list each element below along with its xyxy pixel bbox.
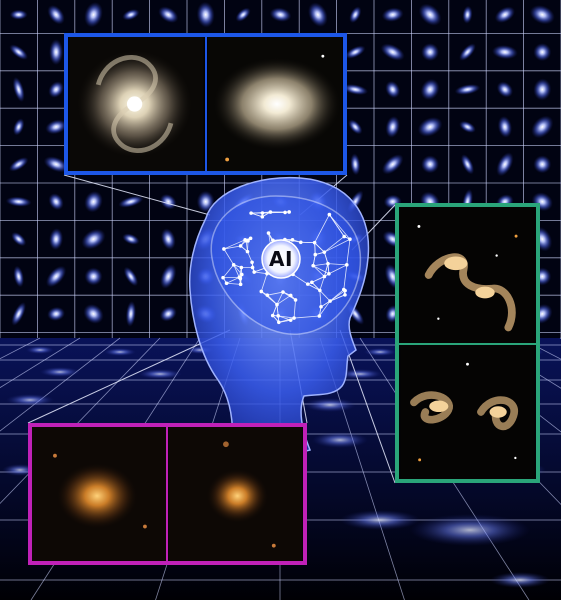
- galaxy-thumbnail: [158, 6, 179, 24]
- galaxy-thumbnail: [122, 233, 140, 245]
- galaxy-thumbnail: [496, 81, 514, 98]
- merging-galaxies-panel-top: [395, 203, 540, 345]
- galaxy-thumbnail: [160, 264, 177, 289]
- galaxy-thumbnail: [13, 265, 25, 288]
- galaxy-reflection: [304, 398, 356, 412]
- galaxy-reflection: [364, 348, 396, 356]
- galaxy-thumbnail: [420, 78, 440, 101]
- galaxy-thumbnail: [385, 80, 401, 99]
- elliptical-galaxy-panel: [205, 33, 347, 175]
- galaxy-thumbnail: [459, 43, 476, 61]
- galaxy-thumbnail: [494, 6, 515, 23]
- galaxy-thumbnail: [159, 306, 177, 322]
- galaxy-thumbnail: [43, 156, 69, 173]
- galaxy-thumbnail: [11, 302, 26, 326]
- galaxy-thumbnail: [47, 4, 65, 25]
- ai-badge: [261, 239, 301, 279]
- merging-galaxies-icon: [400, 345, 535, 479]
- galaxy-thumbnail: [533, 78, 552, 101]
- galaxy-reflection: [26, 346, 54, 354]
- galaxy-thumbnail: [49, 228, 64, 251]
- merging-galaxies-icon: [399, 207, 536, 343]
- galaxy-thumbnail: [533, 155, 552, 174]
- galaxy-thumbnail: [380, 43, 405, 61]
- galaxy-thumbnail: [350, 153, 361, 176]
- galaxy-thumbnail: [308, 2, 328, 28]
- galaxy-thumbnail: [11, 232, 27, 247]
- galaxy-thumbnail: [462, 5, 473, 24]
- galaxy-reflection: [338, 369, 382, 379]
- galaxy-thumbnail: [5, 196, 32, 207]
- galaxy-thumbnail: [48, 193, 64, 211]
- galaxy-thumbnail: [9, 157, 29, 172]
- galaxy-thumbnail: [417, 117, 443, 137]
- galaxy-thumbnail: [196, 1, 215, 28]
- galaxy-thumbnail: [491, 45, 518, 60]
- galaxy-thumbnail: [159, 193, 177, 210]
- galaxy-thumbnail: [348, 119, 363, 135]
- galaxy-thumbnail: [9, 9, 28, 20]
- galaxy-thumbnail: [460, 154, 475, 175]
- galaxy-thumbnail: [84, 1, 103, 28]
- galaxy-thumbnail: [269, 7, 292, 22]
- galaxy-thumbnail: [531, 115, 554, 139]
- ai-label: AI: [269, 247, 293, 271]
- red-elliptical-galaxy-icon: [168, 427, 303, 561]
- galaxy-thumbnail: [125, 300, 137, 327]
- galaxy-thumbnail: [496, 152, 514, 177]
- merging-galaxies-panel-bottom: [395, 343, 540, 483]
- galaxy-thumbnail: [349, 6, 362, 24]
- galaxy-thumbnail: [421, 155, 440, 174]
- galaxy-thumbnail: [84, 267, 103, 286]
- galaxy-reflection: [40, 367, 80, 377]
- red-galaxy-panel-left: [28, 423, 168, 565]
- galaxy-thumbnail: [123, 266, 139, 287]
- galaxy-thumbnail: [381, 154, 404, 175]
- red-galaxy-panel-right: [166, 423, 307, 565]
- galaxy-reflection: [410, 514, 530, 546]
- galaxy-thumbnail: [381, 7, 404, 22]
- galaxy-thumbnail: [12, 76, 25, 103]
- galaxy-thumbnail: [459, 120, 476, 133]
- galaxy-reflection: [104, 348, 136, 356]
- galaxy-thumbnail: [118, 195, 144, 208]
- galaxy-thumbnail: [49, 39, 64, 66]
- galaxy-thumbnail: [13, 118, 25, 136]
- elliptical-galaxy-icon: [208, 37, 342, 171]
- galaxy-thumbnail: [47, 306, 66, 321]
- galaxy-reflection: [138, 369, 182, 379]
- galaxy-thumbnail: [421, 43, 440, 62]
- spiral-galaxy-panel: [64, 33, 207, 175]
- spiral-galaxy-icon: [69, 37, 204, 171]
- galaxy-thumbnail: [529, 5, 555, 25]
- galaxy-thumbnail: [385, 116, 400, 138]
- galaxy-thumbnail: [9, 44, 28, 60]
- red-elliptical-galaxy-icon: [32, 427, 166, 561]
- galaxy-thumbnail: [497, 115, 513, 138]
- galaxy-reflection: [340, 510, 420, 530]
- galaxy-thumbnail: [454, 84, 481, 95]
- galaxy-thumbnail: [235, 7, 251, 22]
- galaxy-thumbnail: [84, 190, 103, 213]
- galaxy-thumbnail: [418, 3, 442, 26]
- galaxy-thumbnail: [45, 265, 67, 288]
- galaxy-thumbnail: [196, 190, 215, 213]
- galaxy-reflection: [490, 572, 550, 588]
- galaxy-reflection: [6, 394, 54, 406]
- galaxy-thumbnail: [83, 303, 104, 324]
- galaxy-thumbnail: [342, 84, 369, 95]
- galaxy-thumbnail: [160, 228, 176, 250]
- galaxy-thumbnail: [45, 119, 67, 135]
- galaxy-thumbnail: [48, 81, 64, 98]
- galaxy-thumbnail: [533, 43, 552, 62]
- galaxy-thumbnail: [81, 228, 106, 250]
- galaxy-reflection: [312, 432, 368, 448]
- galaxy-thumbnail: [345, 45, 366, 59]
- galaxy-thumbnail: [122, 9, 140, 21]
